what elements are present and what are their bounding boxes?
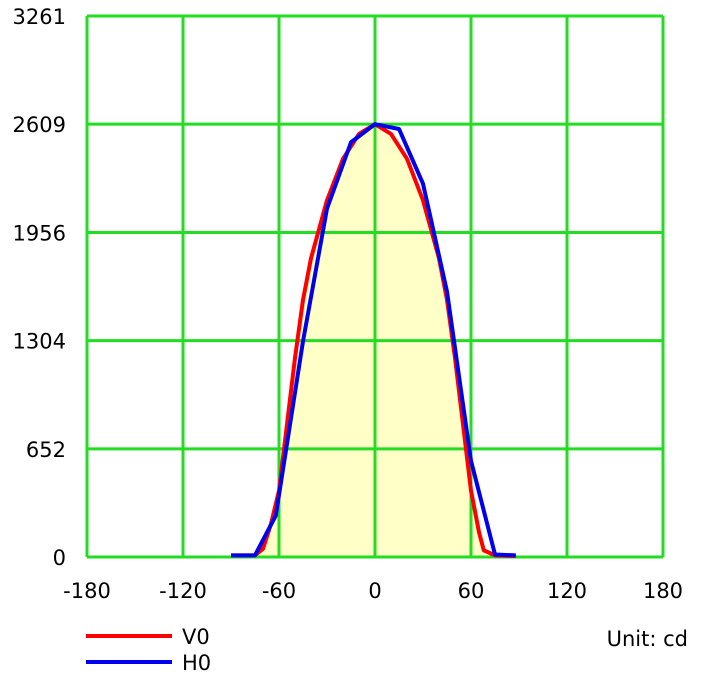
- chart-grid: [85, 14, 665, 559]
- legend-label-v0: V0: [182, 625, 210, 649]
- x-tick-label: -120: [159, 579, 207, 603]
- x-tick-label: -180: [63, 579, 111, 603]
- x-tick-label: 120: [547, 579, 587, 603]
- y-tick-label: 652: [26, 438, 66, 462]
- y-tick-label: 2609: [13, 113, 66, 137]
- x-tick-label: 180: [643, 579, 683, 603]
- series-lines: [231, 122, 516, 559]
- x-axis-tick-labels: -180 -120 -60 0 60 120 180: [63, 579, 683, 603]
- x-tick-label: -60: [262, 579, 296, 603]
- y-axis-tick-labels: 0 652 1304 1956 2609 3261: [13, 5, 66, 570]
- legend-label-h0: H0: [182, 651, 211, 675]
- y-tick-label: 0: [53, 546, 66, 570]
- y-tick-label: 1304: [13, 330, 66, 354]
- x-tick-label: 60: [458, 579, 485, 603]
- unit-label: Unit: cd: [607, 627, 688, 651]
- y-tick-label: 1956: [13, 221, 66, 245]
- y-tick-label: 3261: [13, 5, 66, 29]
- x-tick-label: 0: [368, 579, 381, 603]
- series-line-h0: [231, 122, 516, 558]
